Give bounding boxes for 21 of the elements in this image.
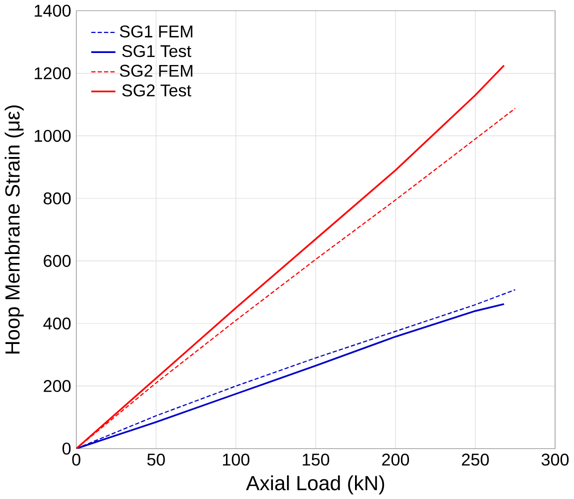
x-tick-label: 300 (542, 454, 569, 466)
x-tick-label: 0 (72, 454, 80, 466)
legend-label: SG2 Test (122, 84, 192, 96)
y-tick-label: 800 (44, 192, 71, 204)
x-tick-label: 250 (462, 454, 489, 466)
y-axis-title: Hoop Membrane Strain (με) (4, 105, 24, 354)
y-tick-label: 1400 (34, 4, 71, 17)
x-tick-label: 50 (147, 454, 165, 466)
y-tick-label: 400 (43, 317, 71, 330)
x-tick-label: 100 (222, 454, 250, 466)
x-tick-label: 200 (382, 454, 410, 466)
legend-label: SG2 FEM (120, 64, 192, 77)
x-axis-title: Axial Load (kN) (246, 475, 384, 494)
legend-label: SG1 Test (122, 45, 192, 58)
y-tick-label: 0 (62, 442, 71, 455)
y-tick-label: 1000 (34, 130, 71, 142)
y-tick-label: 600 (44, 254, 71, 267)
legend-label: SG1 FEM (120, 25, 192, 38)
y-tick-label: 1200 (34, 67, 71, 80)
x-tick-label: 150 (302, 454, 330, 466)
y-tick-label: 200 (44, 380, 71, 392)
